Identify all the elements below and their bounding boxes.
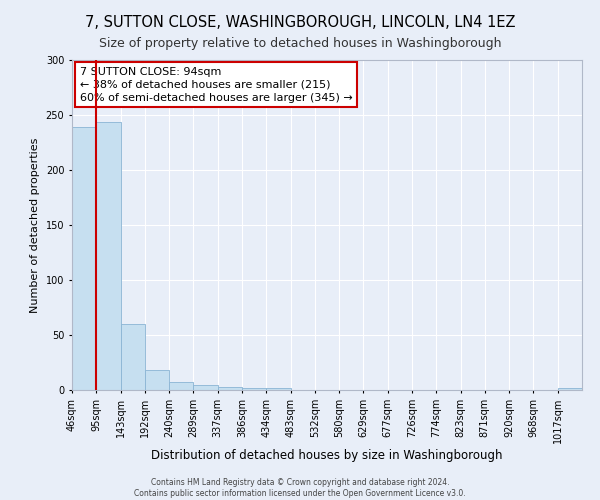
Bar	[218, 386, 242, 390]
Bar	[121, 324, 145, 390]
Text: Contains HM Land Registry data © Crown copyright and database right 2024.
Contai: Contains HM Land Registry data © Crown c…	[134, 478, 466, 498]
Text: 7, SUTTON CLOSE, WASHINGBOROUGH, LINCOLN, LN4 1EZ: 7, SUTTON CLOSE, WASHINGBOROUGH, LINCOLN…	[85, 15, 515, 30]
Bar	[266, 388, 290, 390]
Y-axis label: Number of detached properties: Number of detached properties	[30, 138, 40, 312]
Bar	[72, 127, 96, 390]
Bar	[242, 388, 266, 390]
Text: 7 SUTTON CLOSE: 94sqm
← 38% of detached houses are smaller (215)
60% of semi-det: 7 SUTTON CLOSE: 94sqm ← 38% of detached …	[80, 66, 352, 103]
X-axis label: Distribution of detached houses by size in Washingborough: Distribution of detached houses by size …	[151, 448, 503, 462]
Bar	[145, 370, 169, 390]
Bar	[558, 388, 582, 390]
Bar	[96, 122, 121, 390]
Bar	[169, 382, 193, 390]
Text: Size of property relative to detached houses in Washingborough: Size of property relative to detached ho…	[99, 38, 501, 51]
Bar	[193, 384, 218, 390]
